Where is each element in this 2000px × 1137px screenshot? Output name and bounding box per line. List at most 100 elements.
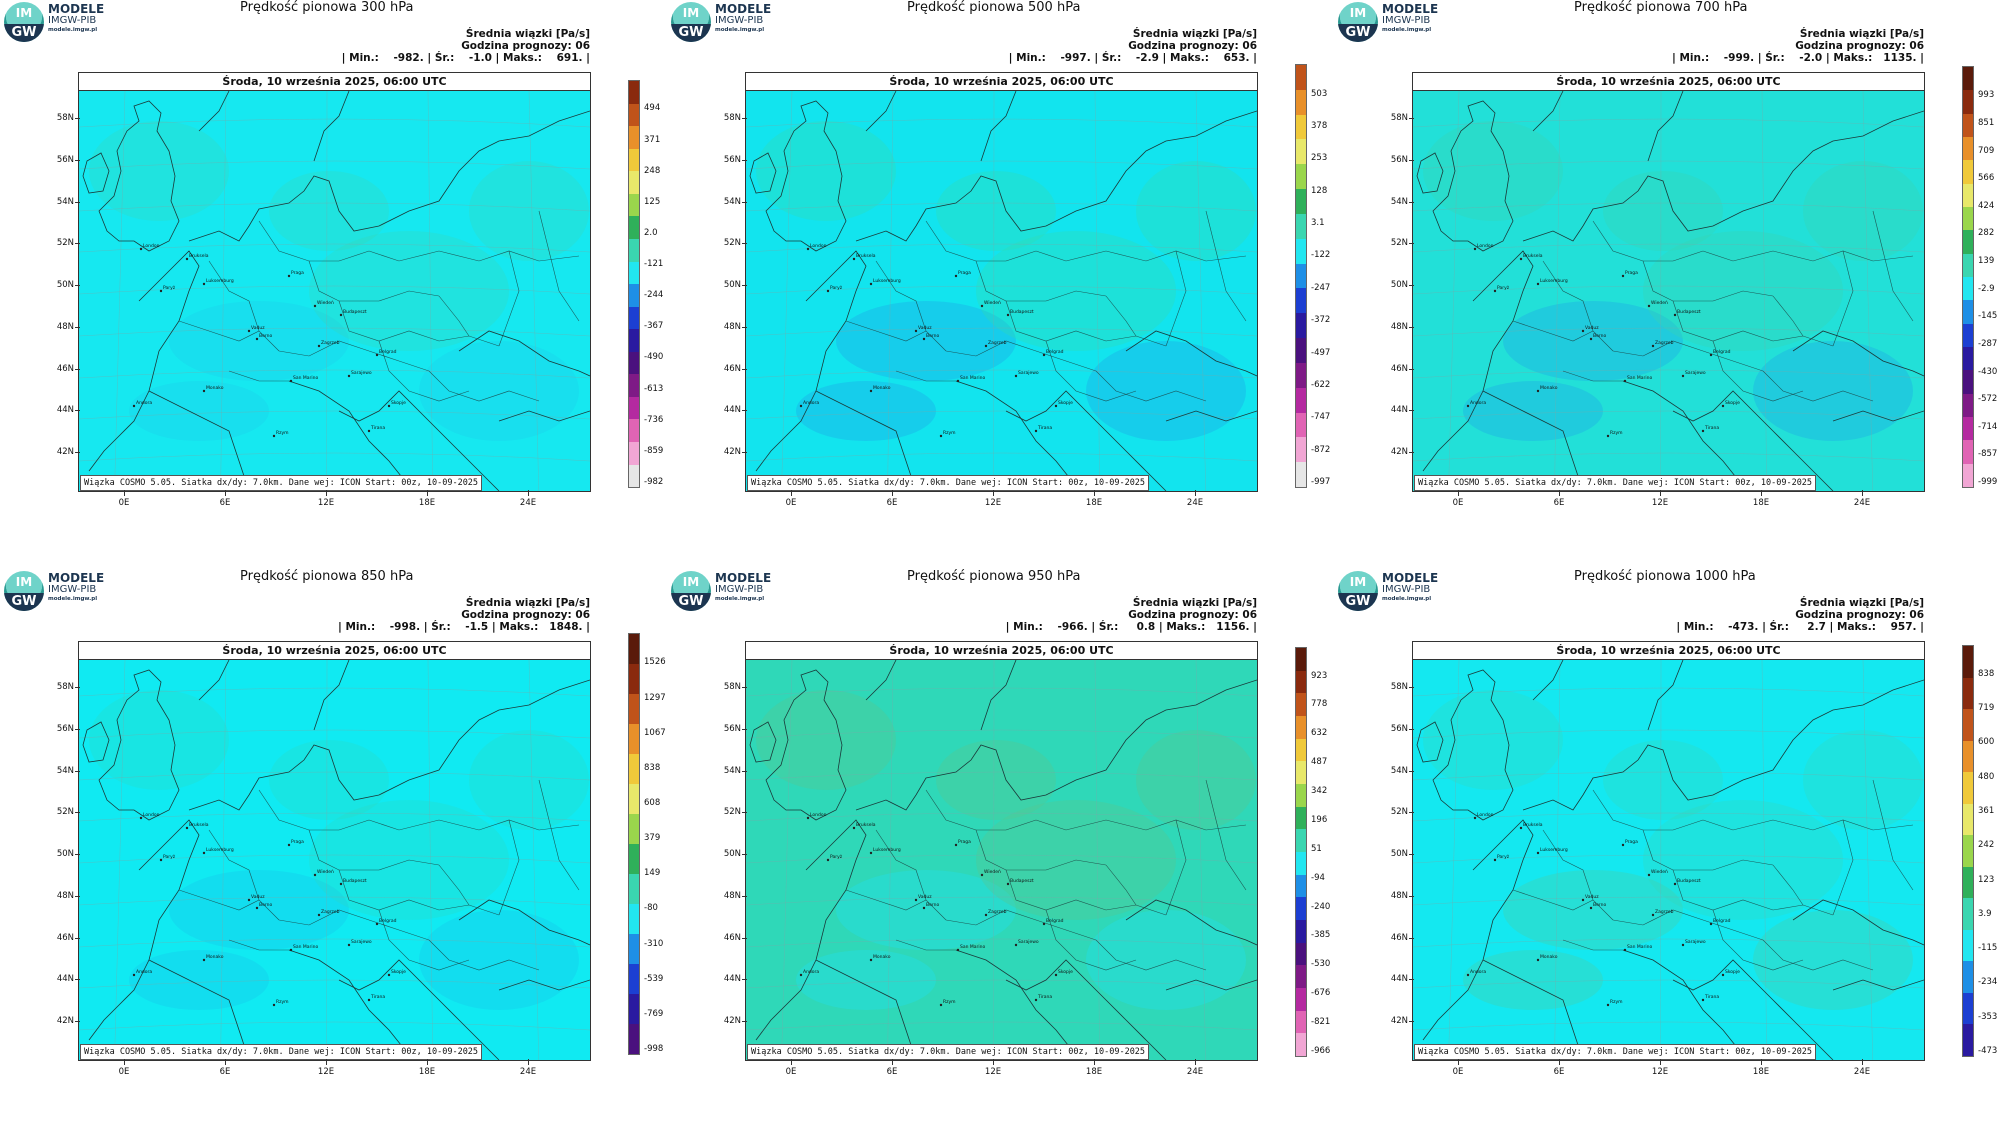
country-border	[1772, 295, 1804, 337]
colorbar-label: -530	[1311, 959, 1331, 970]
country-border	[1772, 864, 1804, 906]
logo-text: MODELE IMGW-PIB modele.imgw.pl	[48, 572, 104, 603]
coastline	[1832, 410, 1924, 422]
colorbar-segment	[1296, 829, 1306, 853]
latitude-label: 54N	[1380, 766, 1414, 776]
longitude-tick	[124, 490, 125, 496]
city-label: London	[810, 243, 827, 249]
country-border	[378, 909, 470, 971]
latitude-label: 48N	[46, 322, 80, 332]
city-marker	[202, 851, 206, 855]
imgw-logo[interactable]: IM GW MODELE IMGW-PIB modele.imgw.pl	[4, 571, 124, 613]
imgw-logo[interactable]: IM GW MODELE IMGW-PIB modele.imgw.pl	[671, 571, 791, 613]
coastline	[498, 979, 590, 991]
colorbar-segment	[1963, 929, 1973, 962]
field-region	[1463, 381, 1603, 441]
city-marker	[159, 289, 163, 293]
country-border	[1105, 864, 1137, 906]
latitude-gridline	[746, 729, 1257, 739]
city-marker	[1034, 429, 1038, 433]
latitude-gridline	[746, 938, 1257, 948]
map-frame[interactable]: Środa, 10 września 2025, 06:00 UTC London…	[1412, 641, 1925, 1061]
city-label: Paryż	[1497, 285, 1510, 291]
city-marker	[289, 948, 293, 952]
latitude-label: 44N	[1380, 405, 1414, 415]
logo-line2: IMGW-PIB	[48, 584, 97, 595]
colorbar	[1295, 647, 1307, 1057]
field-region	[419, 910, 579, 1010]
country-border	[845, 320, 927, 342]
forecast-panel: IM GW MODELE IMGW-PIB modele.imgw.pl Prędkość…	[0, 569, 666, 1137]
colorbar-segment	[1963, 253, 1973, 277]
colorbar-label: -622	[1311, 379, 1331, 390]
map-frame[interactable]: Środa, 10 września 2025, 06:00 UTC London…	[78, 641, 591, 1061]
colorbar-label: 923	[1311, 670, 1328, 681]
country-border	[438, 295, 470, 337]
colorbar-label: -982	[644, 477, 664, 487]
city-marker	[1466, 973, 1470, 977]
imgw-logo[interactable]: IM GW MODELE IMGW-PIB modele.imgw.pl	[1338, 2, 1458, 44]
latitude-gridline	[79, 410, 590, 420]
logo-line1: MODELE	[715, 2, 772, 16]
panel-title: Prędkość pionowa 500 hPa	[907, 0, 1081, 15]
coastline	[865, 660, 897, 701]
country-border	[1542, 829, 1614, 921]
latitude-gridline	[1413, 243, 1924, 253]
map-frame[interactable]: Środa, 10 września 2025, 06:00 UTC London…	[1412, 72, 1925, 492]
colorbar-label: -473	[1978, 1046, 1998, 1056]
latitude-gridline	[746, 771, 1257, 781]
city-label: Berno	[259, 333, 272, 339]
coastline	[88, 250, 200, 472]
colorbar-label: 51	[1311, 843, 1322, 854]
colorbar-segment	[1296, 338, 1306, 363]
country-border	[1702, 250, 1914, 262]
colorbar-label: -234	[1978, 977, 1998, 988]
colorbar-label: 838	[644, 762, 661, 773]
latitude-gridline	[79, 729, 590, 739]
latitude-gridline	[746, 896, 1257, 906]
map-frame[interactable]: Środa, 10 września 2025, 06:00 UTC London…	[745, 641, 1258, 1061]
city-label: Budapeszt	[343, 309, 367, 315]
colorbar-segment	[1296, 213, 1306, 239]
city-marker	[185, 257, 189, 261]
city-marker	[347, 943, 351, 947]
city-marker	[1536, 282, 1540, 286]
city-label: Zagrzeb	[321, 909, 340, 915]
panel-title: Prędkość pionowa 300 hPa	[240, 0, 414, 15]
latitude-label: 58N	[46, 682, 80, 692]
colorbar-segment	[629, 284, 639, 307]
imgw-logo[interactable]: IM GW MODELE IMGW-PIB modele.imgw.pl	[671, 2, 791, 44]
city-label: San Marino	[960, 375, 985, 381]
colorbar-label: -872	[1311, 444, 1331, 455]
colorbar-label: 1297	[644, 692, 666, 703]
info-units: Średnia wiązki [Pa/s]	[1799, 28, 1924, 40]
logo-url: modele.imgw.pl	[48, 27, 98, 33]
coastline	[855, 110, 1257, 242]
field-region	[836, 301, 1016, 381]
map-frame[interactable]: Środa, 10 września 2025, 06:00 UTC London…	[78, 72, 591, 492]
colorbar-segment	[629, 148, 639, 172]
country-border	[1872, 210, 1914, 322]
colorbar-segment	[629, 814, 639, 844]
city-label: Zagrzeb	[1655, 909, 1674, 915]
latitude-gridline	[79, 327, 590, 337]
country-border	[228, 370, 289, 382]
imgw-logo[interactable]: IM GW MODELE IMGW-PIB modele.imgw.pl	[4, 2, 124, 44]
imgw-logo[interactable]: IM GW MODELE IMGW-PIB modele.imgw.pl	[1338, 571, 1458, 613]
field-region	[469, 161, 589, 261]
colorbar-segment	[1963, 346, 1973, 371]
latitude-label: 50N	[1380, 280, 1414, 290]
map-frame[interactable]: Środa, 10 września 2025, 06:00 UTC London…	[745, 72, 1258, 492]
colorbar-segment	[1296, 716, 1306, 739]
country-border	[1762, 370, 1874, 402]
latitude-gridline	[79, 979, 590, 989]
longitude-label: 12E	[317, 1067, 335, 1077]
longitude-label: 12E	[1651, 1067, 1669, 1077]
country-border	[1205, 210, 1247, 322]
city-label: Luksemburg	[206, 847, 234, 853]
coastline	[288, 380, 410, 487]
latitude-gridline	[1413, 979, 1924, 989]
city-marker	[1581, 329, 1585, 333]
coastline	[1482, 959, 1584, 1060]
longitude-tick	[427, 1059, 428, 1065]
